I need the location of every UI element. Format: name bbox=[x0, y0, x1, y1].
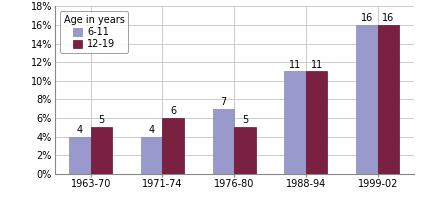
Bar bbox=[284, 71, 306, 174]
Text: 11: 11 bbox=[289, 60, 301, 70]
Text: 6: 6 bbox=[170, 106, 176, 116]
Bar bbox=[306, 71, 327, 174]
Text: 11: 11 bbox=[311, 60, 323, 70]
Bar bbox=[91, 127, 112, 174]
Bar bbox=[213, 109, 234, 174]
Bar bbox=[356, 25, 378, 174]
Bar bbox=[162, 118, 184, 174]
Bar bbox=[234, 127, 256, 174]
Bar bbox=[378, 25, 399, 174]
Bar bbox=[69, 137, 91, 174]
Text: 4: 4 bbox=[149, 125, 155, 135]
Text: 5: 5 bbox=[98, 116, 105, 126]
Text: 4: 4 bbox=[77, 125, 83, 135]
Text: 16: 16 bbox=[361, 13, 373, 23]
Bar bbox=[141, 137, 162, 174]
Text: 5: 5 bbox=[242, 116, 248, 126]
Legend: 6-11, 12-19: 6-11, 12-19 bbox=[60, 11, 128, 53]
Text: 16: 16 bbox=[382, 13, 395, 23]
Text: 7: 7 bbox=[220, 97, 227, 107]
